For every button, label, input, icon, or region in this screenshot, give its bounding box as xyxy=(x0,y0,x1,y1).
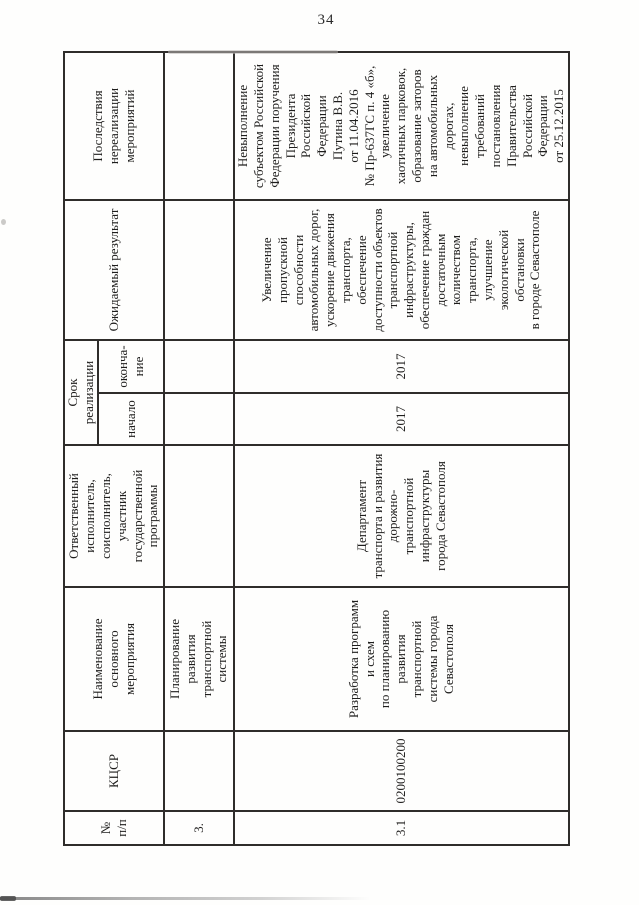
cell-measure-name: Разработка программ и схем по планирован… xyxy=(233,587,569,731)
table-row-3: 3. Планирование развития транспортной си… xyxy=(163,51,234,845)
header-period: Срок реализации xyxy=(64,339,98,445)
cell-period-end: 2017 xyxy=(233,339,569,393)
cell-kcsr xyxy=(163,731,234,811)
header-measure-name: Наименование основного мероприятия xyxy=(64,587,164,731)
header-consequences: Последствия нереализации мероприятий xyxy=(64,51,164,200)
cell-expected-result: Увеличение пропускной способности автомо… xyxy=(233,199,569,340)
page-number: 34 xyxy=(317,12,335,28)
table-row-3-1: 3.1 0200100200 Разработка программ и схе… xyxy=(233,51,569,845)
cell-consequences xyxy=(163,51,234,200)
header-executor: Ответственный исполнитель, соисполнитель… xyxy=(64,445,164,587)
scan-artifact-bottom-left-blob xyxy=(0,896,16,901)
cell-period-start: 2017 xyxy=(233,393,569,445)
header-period-end: оконча- ние xyxy=(97,339,164,393)
rotated-table-container: № п/п КЦСР Наименование основного меропр… xyxy=(63,51,570,846)
cell-period-end xyxy=(163,339,234,393)
header-num: № п/п xyxy=(64,811,164,845)
scan-artifact-left-speck xyxy=(1,219,6,225)
header-row-1: № п/п КЦСР Наименование основного меропр… xyxy=(64,51,164,845)
cell-period-start xyxy=(163,393,234,445)
cell-kcsr: 0200100200 xyxy=(233,731,569,811)
header-kcsr: КЦСР xyxy=(64,731,164,811)
header-period-start: начало xyxy=(97,393,164,445)
scan-artifact-bottom-line xyxy=(0,897,370,900)
program-measures-table: № п/п КЦСР Наименование основного меропр… xyxy=(63,51,570,846)
cell-num: 3. xyxy=(163,811,234,845)
cell-executor: Департамент транспорта и развития дорожн… xyxy=(233,445,569,587)
scan-artifact-top-smudge xyxy=(168,50,338,54)
cell-num: 3.1 xyxy=(233,811,569,845)
cell-executor xyxy=(163,445,234,587)
cell-measure-name: Планирование развития транспортной систе… xyxy=(163,587,234,731)
cell-consequences: Невыполнение субъектом Российской Федера… xyxy=(233,51,569,200)
header-expected-result: Ожидаемый результат xyxy=(64,199,164,340)
cell-expected-result xyxy=(163,199,234,340)
